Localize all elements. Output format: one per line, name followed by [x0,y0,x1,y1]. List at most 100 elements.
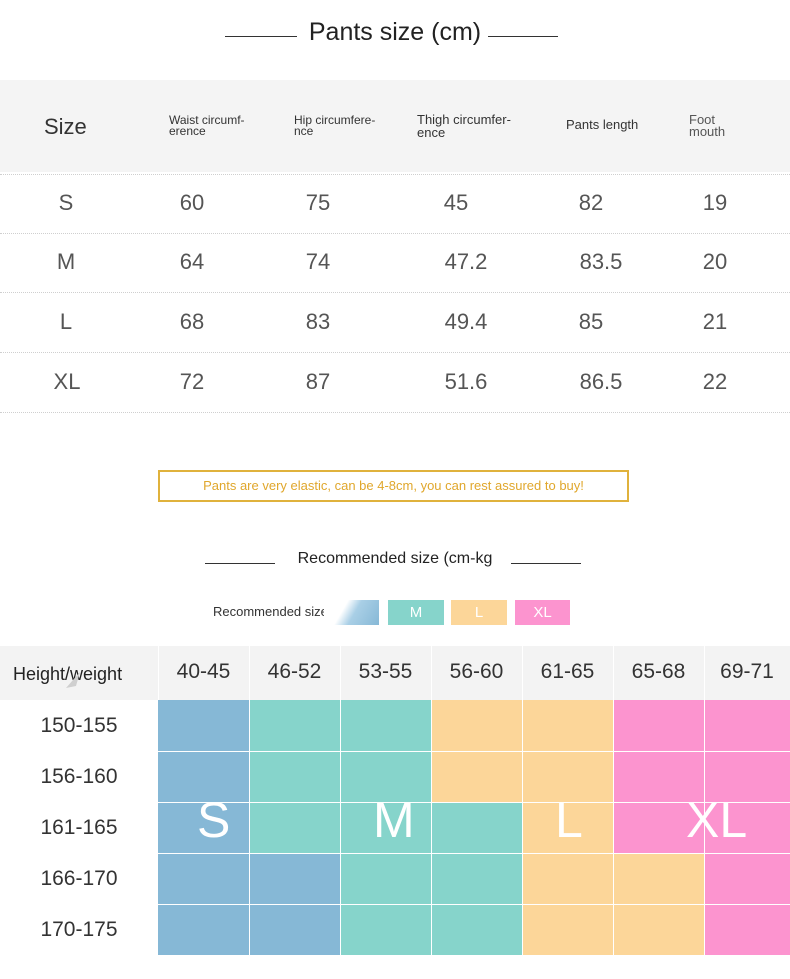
header-length: Pants length [566,117,639,132]
cell-hip: 74 [305,249,331,274]
title-rule-left [205,563,275,564]
grid-divider [249,700,250,955]
grid-cell-m [431,904,522,955]
grid-divider [158,802,790,803]
column-divider [613,646,614,700]
grid-cell-m [340,904,431,955]
header-thigh: Thigh circumfer- ence [417,112,511,140]
grid-cell-s [158,904,249,955]
legend-swatch-s [324,600,379,625]
grid-cell-xl [613,700,704,751]
row-divider [0,233,790,234]
cell-thigh: 47.2 [444,249,488,274]
grid-cell-m [431,853,522,904]
grid-cell-l [522,853,613,904]
weight-header: 40-45 [176,660,231,683]
column-divider [704,646,705,700]
grid-cell-s [158,853,249,904]
grid-cell-m [431,802,522,853]
grid-cell-s [249,904,340,955]
cell-length: 85 [578,309,604,334]
zone-label-m: M [373,792,415,848]
cell-foot: 20 [702,249,728,274]
grid-divider [158,853,790,854]
grid-cell-m [340,802,431,853]
grid-divider [158,904,790,905]
grid-cell-l [522,751,613,802]
grid-cell-s [158,802,249,853]
grid-divider [522,700,523,955]
column-divider [431,646,432,700]
corner-diagonal-icon [66,672,80,688]
grid-cell-l [522,904,613,955]
grid-cell-s [249,853,340,904]
cell-hip: 75 [305,190,331,215]
grid-divider [431,700,432,955]
title-rule-right [511,563,581,564]
grid-cell-m [340,751,431,802]
weight-header: 65-68 [631,660,686,683]
grid-cell-m [249,700,340,751]
cell-length: 83.5 [579,249,623,274]
header-foot-mouth: Foot mouth [689,112,726,139]
grid-cell-l [522,700,613,751]
grid-cell-l [431,700,522,751]
grid-cell-s [158,751,249,802]
column-divider [158,646,159,700]
cell-size: M [56,249,76,274]
grid-cell-m [249,751,340,802]
row-divider [0,352,790,353]
grid-cell-l [613,853,704,904]
title-rule-right [488,36,558,37]
cell-foot: 19 [702,190,728,215]
weight-header: 46-52 [267,660,322,683]
zone-label-l: L [555,792,583,848]
legend-swatch-m: M [388,600,444,625]
elasticity-note: Pants are very elastic, can be 4-8cm, yo… [158,470,629,502]
size-table-title: Pants size (cm) [308,18,482,46]
cell-waist: 72 [179,369,205,394]
weight-header: 56-60 [449,660,504,683]
cell-foot: 21 [702,309,728,334]
row-divider [0,174,790,175]
grid-cell-xl [613,802,704,853]
row-divider [0,412,790,413]
cell-size: XL [53,369,81,394]
height-label: 161-165 [40,816,118,839]
grid-cell-xl [704,700,790,751]
weight-header: 61-65 [540,660,595,683]
cell-waist: 68 [179,309,205,334]
column-divider [522,646,523,700]
title-rule-left [225,36,297,37]
header-hip: Hip circumfere- nce [294,113,376,138]
grid-cell-xl [704,904,790,955]
height-label: 170-175 [40,918,118,941]
zone-label-xl: XL [686,792,748,848]
weight-header: 53-55 [358,660,413,683]
grid-cell-m [249,802,340,853]
cell-thigh: 51.6 [444,369,488,394]
cell-thigh: 45 [443,190,469,215]
cell-hip: 83 [305,309,331,334]
height-label: 166-170 [40,867,118,890]
size-table-header [0,80,790,172]
header-waist: Waist circumf- erence [169,113,245,138]
column-divider [249,646,250,700]
height-label: 150-155 [40,714,118,737]
weight-header: 69-71 [720,660,774,683]
grid-cell-s [158,700,249,751]
recommend-title: Recommended size (cm-kg [297,550,493,567]
row-divider [0,292,790,293]
cell-waist: 64 [179,249,205,274]
grid-cell-m [340,853,431,904]
grid-divider [613,700,614,955]
cell-length: 86.5 [579,369,623,394]
legend-swatch-l: L [451,600,507,625]
grid-cell-xl [704,751,790,802]
grid-cell-l [522,802,613,853]
cell-foot: 22 [702,369,728,394]
column-divider [340,646,341,700]
cell-size: S [58,190,74,215]
cell-waist: 60 [179,190,205,215]
height-label: 156-160 [40,765,118,788]
